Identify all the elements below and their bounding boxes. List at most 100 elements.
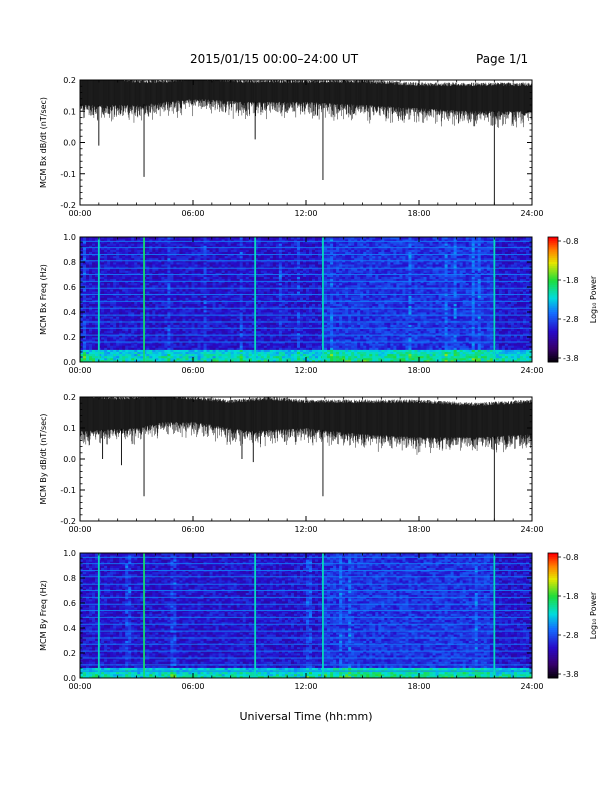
bx-spectrogram-cell [146, 318, 150, 321]
bx-spectrogram-cell [122, 322, 126, 325]
bx-spectrogram-cell [98, 270, 102, 273]
bx-spectrogram-cell [194, 355, 198, 359]
bx-spectrogram-cell [83, 282, 87, 286]
bx-spectrogram-cell [170, 276, 174, 280]
bx-spectrogram-cell [110, 264, 114, 267]
bx-spectrogram-cell [83, 237, 87, 240]
bx-spectrogram-cell [143, 270, 147, 273]
bx-spectrogram-cell [131, 307, 135, 311]
bx-spectrogram-cell [176, 359, 180, 363]
bx-spectrogram-cell [146, 322, 150, 325]
bx-spectrogram-cell [152, 355, 156, 359]
bx-spectrogram-cell [119, 324, 123, 327]
bx-spectrogram-cell [173, 357, 177, 361]
bx-spectrogram-cell [95, 303, 99, 307]
bx-spectrogram-cell [86, 351, 90, 355]
bx-spectrogram-cell [152, 301, 156, 305]
bx-spectrogram-cell [158, 280, 162, 284]
bx-spectrogram-cell [83, 334, 87, 338]
bx-spectrogram-cell [95, 355, 99, 359]
bx-spectrogram-cell [197, 337, 201, 340]
bx-spectrogram-cell [104, 247, 108, 250]
bx-spectrogram-cell [155, 359, 159, 363]
bx-spectrogram-cell [158, 345, 162, 348]
bx-spectrogram-cell [116, 330, 120, 334]
bx-spectrogram-cell [173, 347, 177, 350]
bx-spectrogram-cell [110, 351, 114, 355]
bx-spectrogram-cell [161, 270, 165, 273]
bx-spectrogram-cell [194, 272, 198, 275]
bx-spectrogram-cell [122, 299, 126, 302]
bx-spectrogram-cell [188, 262, 192, 265]
bx-spectrogram-cell [80, 307, 84, 311]
bx-spectrogram-cell [173, 239, 177, 242]
bx-spectrogram-cell [146, 262, 150, 265]
bx-spectrogram-cell [143, 247, 147, 250]
bx-spectrogram-cell [173, 332, 177, 336]
bx-spectrogram-cell [173, 351, 177, 355]
bx-spectrogram-cell [191, 266, 195, 269]
bx-spectrogram-cell [152, 316, 156, 319]
bx-spectrogram-cell [182, 295, 186, 298]
bx-spectrogram-cell [137, 309, 141, 313]
bx-spectrogram-cell [107, 270, 111, 273]
bx-spectrogram-cell [140, 282, 144, 286]
bx-spectrogram-cell [113, 291, 117, 294]
bx-spectrogram-cell [128, 264, 132, 267]
bx-spectrogram-cell [137, 355, 141, 359]
bx-spectrogram-cell [185, 291, 189, 294]
bx-spectrogram-cell [104, 355, 108, 359]
bx-spectrogram-cell [164, 339, 168, 342]
bx-spectrogram-cell [161, 282, 165, 286]
bx-spectrogram-cell [98, 239, 102, 242]
bx-spectrogram-cell [110, 245, 114, 248]
bx-spectrogram-cell [110, 241, 114, 244]
bx-spectrogram-cell [170, 305, 174, 309]
bx-spectrogram-cell [191, 297, 195, 300]
bx-spectrogram-cell [80, 278, 84, 282]
bx-spectrogram-cell [92, 284, 96, 288]
bx-spectrogram-cell [143, 284, 147, 288]
bx-spectrogram-cell [164, 330, 168, 334]
bx-spectrogram-cell [92, 245, 96, 248]
bx-spectrogram-cell [197, 343, 201, 346]
bx-spectrogram-cell [104, 257, 108, 261]
bx-spectrogram-cell [134, 347, 138, 350]
bx-spectrogram-cell [113, 297, 117, 300]
bx-spectrogram-cell [152, 307, 156, 311]
bx-spectrogram-cell [149, 251, 153, 255]
bx-spectrogram-cell [164, 257, 168, 261]
bx-spectrogram-cell [143, 274, 147, 277]
bx-spectrogram-cell [155, 282, 159, 286]
bx-spectrogram-cell [134, 251, 138, 255]
bx-spectrogram-cell [194, 274, 198, 277]
bx-spectrogram-cell [173, 295, 177, 298]
bx-spectrogram-cell [197, 318, 201, 321]
bx-spectrogram-cell [164, 324, 168, 327]
bx-spectrogram-cell [86, 332, 90, 336]
bx-spectrogram-cell [179, 353, 183, 357]
bx-spectrogram-cell [185, 245, 189, 248]
bx-spectrogram-cell [116, 332, 120, 336]
bx-spectrogram-cell [188, 303, 192, 307]
bx-spectrogram-cell [128, 295, 132, 298]
bx-spectrogram-cell [104, 272, 108, 275]
bx-spectrogram-cell [107, 309, 111, 313]
bx-spectrogram-cell [107, 291, 111, 294]
bx-spectrogram-cell [104, 301, 108, 305]
bx-spectrogram-cell [95, 270, 99, 273]
bx-spectrogram-cell [137, 322, 141, 325]
bx-spectrogram-cell [188, 345, 192, 348]
bx-spectrogram-cell [182, 264, 186, 267]
bx-spectrogram-cell [143, 282, 147, 286]
bx-spectrogram-cell [152, 266, 156, 269]
bx-spectrogram-cell [194, 297, 198, 300]
bx-spectrogram-cell [137, 284, 141, 288]
bx-spectrogram-cell [170, 328, 174, 332]
bx-spectrogram-cell [101, 284, 105, 288]
bx-spectrogram-cell [164, 303, 168, 307]
bx-spectrogram-cell [113, 337, 117, 340]
bx-spectrogram-cell [146, 245, 150, 248]
bx-spectrogram-cell [104, 243, 108, 246]
bx-spectrogram-cell [140, 343, 144, 346]
